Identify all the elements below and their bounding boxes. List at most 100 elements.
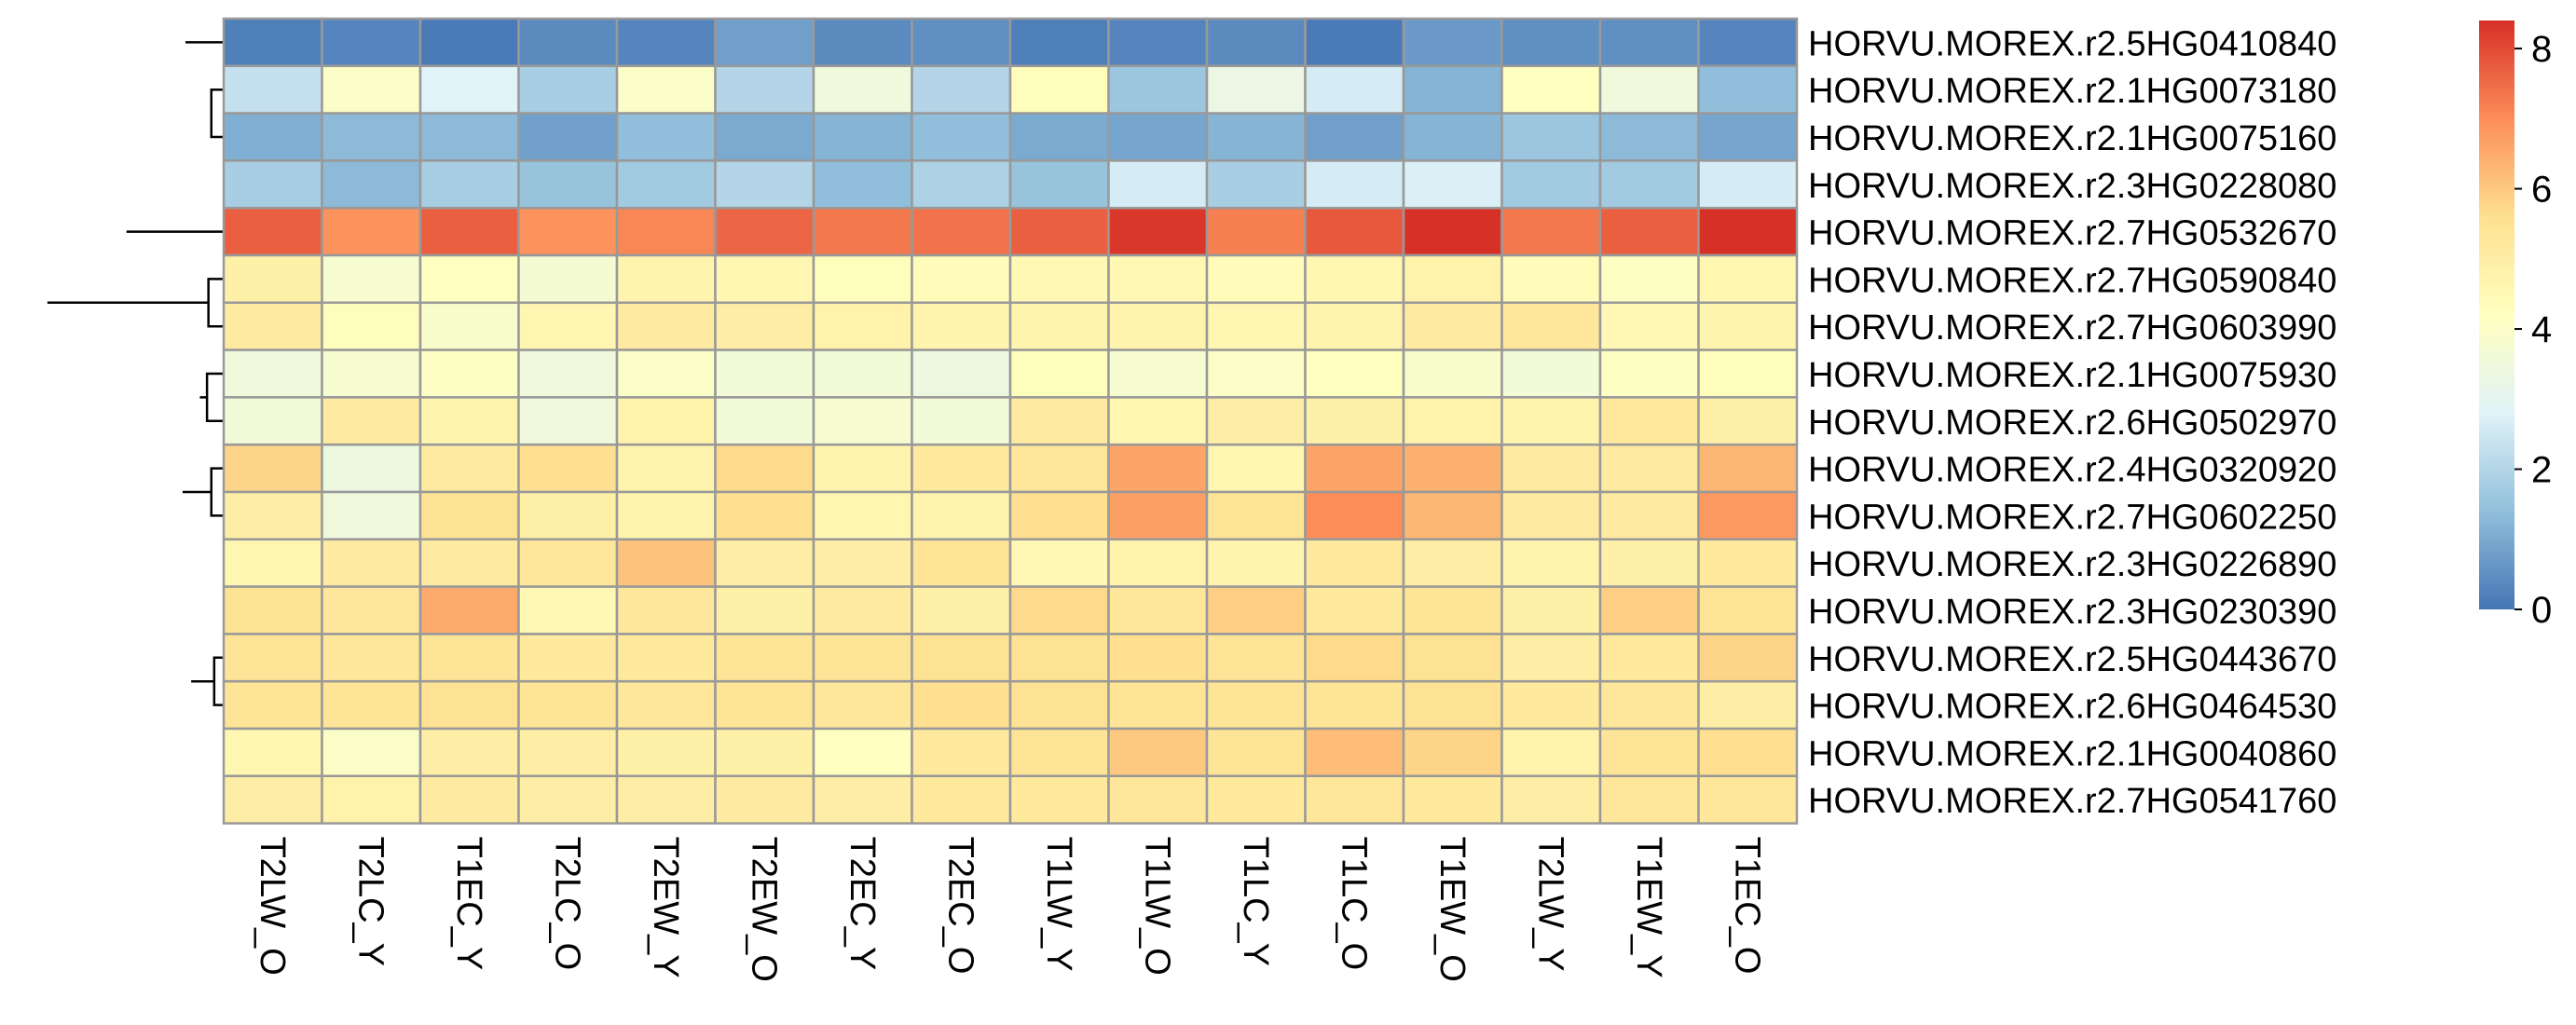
row-label: HORVU.MOREX.r2.7HG0532670 [1808, 214, 2336, 253]
heatmap-cell [1008, 253, 1110, 305]
heatmap-cell [615, 159, 717, 210]
heatmap-cell [517, 64, 619, 115]
heatmap-cell [1008, 679, 1110, 731]
column-label: T1EW_Y [1629, 837, 1668, 978]
heatmap-cell [1598, 443, 1700, 494]
heatmap-cell [222, 64, 323, 115]
heatmap-cell [418, 112, 520, 162]
heatmap-cell [517, 253, 619, 305]
heatmap-cell [615, 443, 717, 494]
heatmap-cell [812, 206, 913, 257]
heatmap-cell [1500, 159, 1602, 210]
heatmap-cell [1598, 64, 1700, 115]
heatmap-cell [714, 679, 815, 731]
heatmap-cell [1598, 633, 1700, 683]
heatmap-cell [1500, 253, 1602, 305]
heatmap-cell [517, 633, 619, 683]
heatmap-cell [1107, 17, 1209, 68]
column-label: T1EW_O [1432, 837, 1472, 982]
heatmap-cell [1598, 301, 1700, 351]
heatmap-cell [222, 727, 323, 778]
heatmap-cell [222, 159, 323, 210]
heatmap-cell [1008, 774, 1110, 825]
heatmap-cell [517, 17, 619, 68]
heatmap-cell [1304, 159, 1405, 210]
heatmap-cell [1304, 64, 1405, 115]
heatmap-cell [1500, 206, 1602, 257]
heatmap-cell [911, 301, 1012, 351]
heatmap-cell [1697, 585, 1799, 636]
heatmap-cell [418, 253, 520, 305]
heatmap-cell [1304, 679, 1405, 731]
heatmap-cell [517, 348, 619, 399]
legend-tick-label: 0 [2531, 590, 2552, 631]
heatmap-cell [615, 112, 717, 162]
heatmap-cell [615, 774, 717, 825]
heatmap-cell [714, 159, 815, 210]
heatmap-cell [517, 443, 619, 494]
heatmap-cell [1598, 253, 1700, 305]
heatmap-cell [1598, 348, 1700, 399]
heatmap-cell [615, 348, 717, 399]
heatmap-cell [1304, 538, 1405, 588]
row-label: HORVU.MOREX.r2.3HG0230390 [1808, 593, 2336, 632]
heatmap-cell [1008, 112, 1110, 162]
heatmap-cell [517, 538, 619, 588]
heatmap-cell [1304, 727, 1405, 778]
heatmap-cell [1697, 112, 1799, 162]
heatmap-cell [1107, 301, 1209, 351]
heatmap-cell [812, 490, 913, 541]
heatmap-cell [1008, 348, 1110, 399]
heatmap-cell [1107, 348, 1209, 399]
heatmap-cell [1205, 17, 1307, 68]
heatmap-cell [714, 17, 815, 68]
heatmap-cell [1697, 727, 1799, 778]
heatmap-cell [1697, 301, 1799, 351]
heatmap-cell [615, 17, 717, 68]
heatmap-cell [615, 396, 717, 446]
heatmap-cell [1107, 633, 1209, 683]
heatmap-cell [418, 301, 520, 351]
heatmap-cell [1008, 64, 1110, 115]
heatmap-cell [1304, 348, 1405, 399]
heatmap-cell [222, 490, 323, 541]
heatmap-cell [1697, 17, 1799, 68]
heatmap-cell [1205, 443, 1307, 494]
heatmap-cell [1500, 443, 1602, 494]
column-label: T2EW_Y [646, 837, 685, 978]
heatmap-cell [1205, 490, 1307, 541]
heatmap-cell [1008, 206, 1110, 257]
heatmap-cell [321, 64, 422, 115]
heatmap-cell [812, 301, 913, 351]
heatmap-cell [1500, 112, 1602, 162]
heatmap-cell [911, 206, 1012, 257]
heatmap-cell [714, 206, 815, 257]
heatmap-cell [1107, 64, 1209, 115]
heatmap-cell [1304, 585, 1405, 636]
heatmap-cell [1107, 538, 1209, 588]
heatmap-cell [1205, 585, 1307, 636]
heatmap-cell [418, 443, 520, 494]
dendrogram-branch [207, 278, 224, 328]
heatmap-cell [1402, 159, 1503, 210]
heatmap-cell [1402, 396, 1503, 446]
heatmap-cell [812, 64, 913, 115]
heatmap-cell [1304, 301, 1405, 351]
legend-tick-label: 4 [2531, 309, 2552, 350]
heatmap-cell [714, 253, 815, 305]
heatmap-cell [517, 301, 619, 351]
heatmap-cell [321, 112, 422, 162]
heatmap-cell [615, 585, 717, 636]
heatmap-cell [615, 253, 717, 305]
heatmap-cell [1500, 727, 1602, 778]
column-label: T2EC_O [940, 837, 980, 975]
heatmap-cell [1402, 538, 1503, 588]
row-label: HORVU.MOREX.r2.7HG0541760 [1808, 782, 2336, 821]
heatmap-cell [321, 159, 422, 210]
heatmap-cell [714, 633, 815, 683]
heatmap-cell [517, 727, 619, 778]
heatmap-cell [1304, 396, 1405, 446]
legend-tick-label: 8 [2531, 29, 2552, 70]
heatmap-cell [1402, 443, 1503, 494]
